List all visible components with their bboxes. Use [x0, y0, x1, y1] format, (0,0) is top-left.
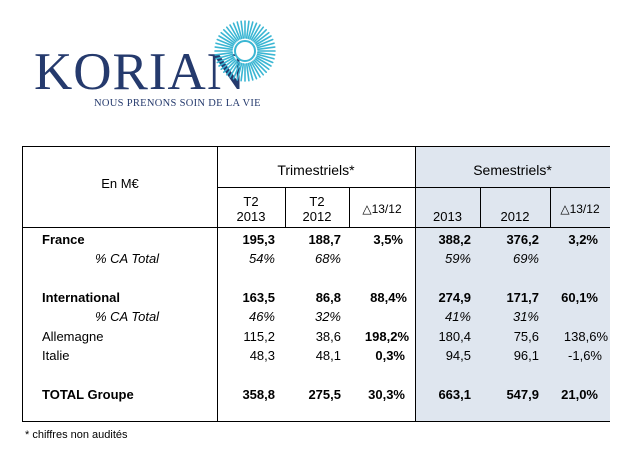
col-header: 2013 [236, 209, 266, 224]
cell: 75,6 [513, 329, 539, 344]
cell: 69% [512, 251, 539, 266]
row-label-italie: Italie [42, 348, 70, 363]
cell: 96,1 [513, 348, 539, 363]
korian-logo: KORIAN NOUS PRENONS SOIN DE LA VIE [34, 14, 334, 114]
cell: 358,8 [242, 387, 275, 402]
cell: 88,4% [370, 290, 407, 305]
cell: 171,7 [506, 290, 539, 305]
cell: 48,1 [315, 348, 341, 363]
cell: 663,1 [438, 387, 471, 402]
cell: 0,3% [375, 348, 405, 363]
cell: -1,6% [568, 348, 602, 363]
cell: 86,8 [315, 290, 341, 305]
cell: 3,5% [373, 232, 403, 247]
logo-wordmark: KORIAN [34, 43, 247, 101]
cell: 30,3% [368, 387, 405, 402]
semestriels-header: Semestriels* [473, 162, 552, 178]
cell: 188,7 [308, 232, 341, 247]
col-header-delta: △13/12 [362, 202, 402, 216]
cell: 94,5 [445, 348, 471, 363]
cell: 138,6% [563, 329, 608, 344]
col-header: 2012 [302, 209, 332, 224]
cell: 21,0% [561, 387, 598, 402]
row-label-allemagne: Allemagne [42, 329, 104, 344]
cell: 3,2% [568, 232, 598, 247]
semestriels-background [415, 147, 610, 421]
cell: 180,4 [438, 329, 471, 344]
cell: 388,2 [438, 232, 471, 247]
trimestriels-header: Trimestriels* [277, 162, 355, 178]
row-label-pct: % CA Total [95, 309, 160, 324]
cell: 60,1% [561, 290, 598, 305]
sun-logo-icon [214, 20, 276, 82]
cell: 376,2 [506, 232, 539, 247]
cell: 38,6 [315, 329, 341, 344]
row-label-international: International [42, 290, 121, 305]
col-header-delta: △13/12 [560, 202, 600, 216]
cell: 48,3 [249, 348, 275, 363]
col-header: 2012 [500, 209, 530, 224]
unit-label: En M€ [101, 176, 139, 191]
cell: 59% [444, 251, 471, 266]
cell: 54% [248, 251, 275, 266]
cell: 115,2 [243, 329, 275, 344]
footnote: * chiffres non audités [25, 429, 128, 441]
cell: 547,9 [506, 387, 539, 402]
cell: 195,3 [242, 232, 275, 247]
row-label-france: France [42, 232, 85, 247]
row-label-total: TOTAL Groupe [42, 387, 134, 402]
logo-tagline: NOUS PRENONS SOIN DE LA VIE [94, 98, 261, 109]
col-header: T2 [309, 194, 325, 209]
cell: 198,2% [364, 329, 409, 344]
results-table: En M€ Trimestriels* Semestriels* T2 2013… [22, 146, 610, 422]
cell: 68% [314, 251, 341, 266]
cell: 163,5 [242, 290, 275, 305]
cell: 31% [512, 309, 539, 324]
cell: 32% [314, 309, 341, 324]
cell: 275,5 [308, 387, 341, 402]
col-header: 2013 [433, 209, 462, 224]
cell: 274,9 [438, 290, 471, 305]
cell: 41% [444, 309, 471, 324]
cell: 46% [248, 309, 275, 324]
col-header: T2 [243, 194, 259, 209]
row-label-pct: % CA Total [95, 251, 160, 266]
